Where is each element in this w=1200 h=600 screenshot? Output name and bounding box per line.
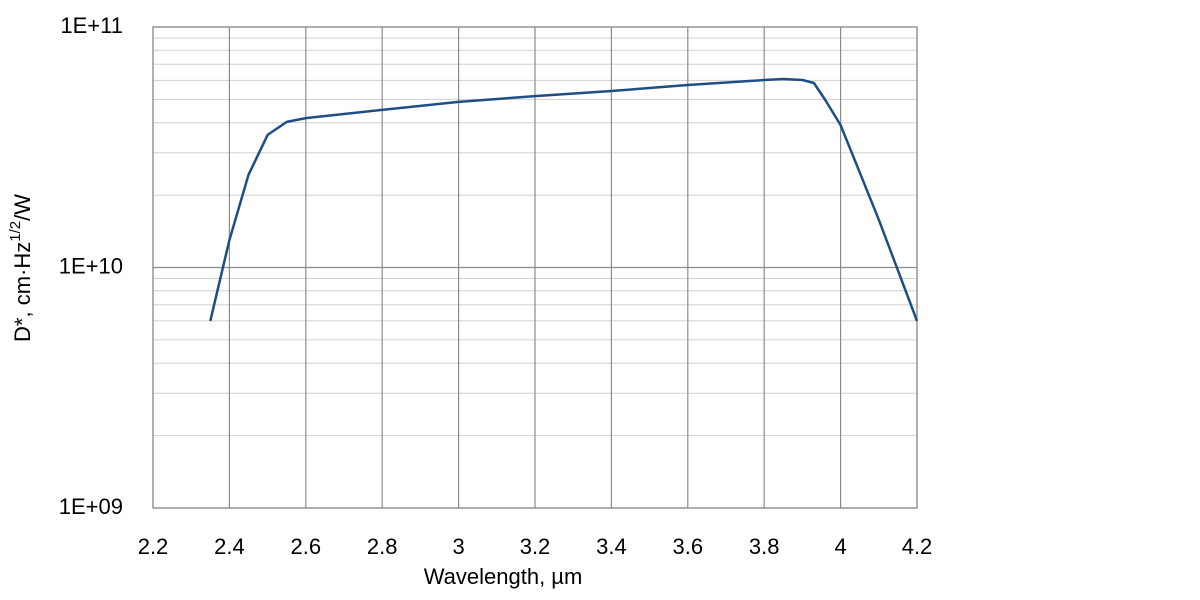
x-tick-label: 4.2 — [902, 534, 933, 559]
y-tick-label: 1E+09 — [59, 494, 123, 519]
x-tick-label: 2.6 — [291, 534, 322, 559]
x-tick-label: 2.8 — [367, 534, 398, 559]
x-tick-label: 3.4 — [596, 534, 627, 559]
x-tick-label: 2.2 — [138, 534, 169, 559]
y-tick-label: 1E+10 — [59, 253, 123, 278]
x-tick-label: 3 — [452, 534, 464, 559]
y-axis-label-part: /W — [10, 194, 35, 221]
y-axis-label: D*, cm·Hz1/2/W — [7, 194, 35, 342]
x-tick-label: 3.8 — [749, 534, 780, 559]
x-tick-label: 3.2 — [520, 534, 551, 559]
x-tick-label: 4 — [834, 534, 846, 559]
x-axis-label: Wavelength, µm — [424, 564, 583, 589]
x-tick-label: 2.4 — [214, 534, 245, 559]
y-axis-label-sup: 1/2 — [7, 221, 24, 242]
plot-border — [152, 26, 918, 509]
data-line — [209, 77, 919, 322]
y-axis-label-part: D*, cm·Hz — [10, 242, 35, 342]
y-tick-label: 1E+11 — [60, 13, 123, 38]
x-tick-label: 3.6 — [673, 534, 704, 559]
